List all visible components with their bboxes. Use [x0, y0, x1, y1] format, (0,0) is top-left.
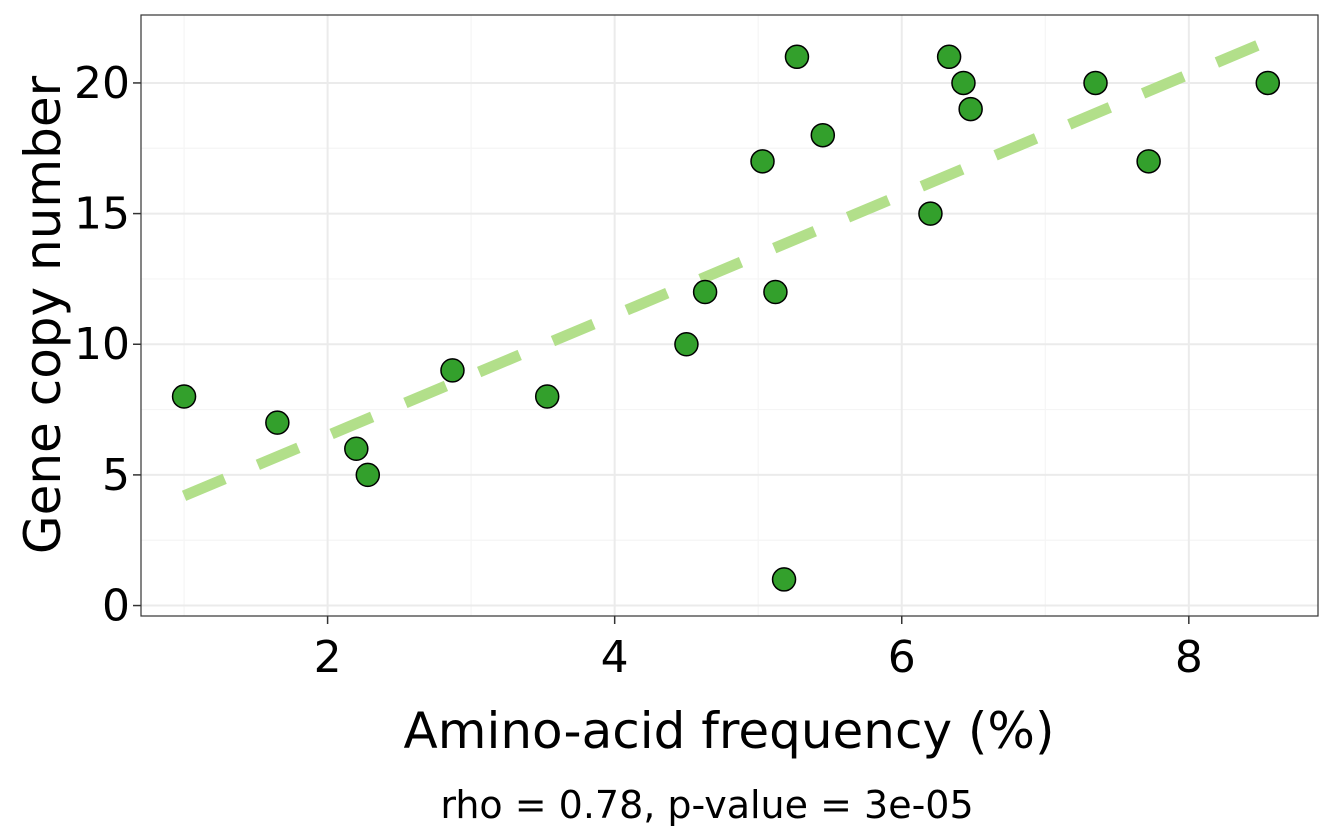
x-tick-label: 6	[888, 632, 916, 683]
y-tick-label: 0	[102, 581, 130, 632]
stats-caption: rho = 0.78, p-value = 3e-05	[440, 783, 973, 827]
x-tick-label: 4	[601, 632, 629, 683]
data-point	[958, 96, 983, 122]
data-point	[355, 462, 381, 488]
data-point	[1083, 70, 1108, 96]
y-tick-label: 10	[74, 319, 130, 370]
data-point	[918, 201, 943, 226]
trend-line	[181, 36, 1270, 501]
data-point	[674, 331, 699, 357]
data-point	[171, 384, 197, 409]
data-point	[763, 279, 788, 305]
data-point	[265, 410, 290, 435]
data-point	[440, 358, 465, 383]
data-point	[750, 149, 775, 174]
y-axis-title: Gene copy number	[14, 75, 72, 554]
data-point	[951, 70, 976, 96]
grid	[141, 15, 1318, 616]
trend-layer	[181, 36, 1270, 501]
data-point	[771, 567, 797, 592]
x-tick-label: 2	[314, 632, 342, 683]
points-layer	[171, 44, 1281, 592]
data-point	[344, 436, 369, 462]
data-point	[936, 44, 962, 70]
panel-border	[140, 14, 1319, 617]
data-point	[534, 384, 560, 409]
data-point	[1255, 70, 1281, 96]
y-axis-ticks: 0 5 10 15 20	[74, 58, 141, 632]
x-axis-title: Amino-acid frequency (%)	[404, 702, 1055, 760]
y-tick-label: 15	[74, 189, 130, 240]
x-axis-ticks: 2 4 6 8	[314, 616, 1203, 683]
x-tick-label: 8	[1175, 632, 1203, 683]
y-tick-label: 20	[74, 58, 130, 109]
y-tick-label: 5	[102, 450, 130, 501]
data-point	[1136, 149, 1161, 174]
data-point	[692, 279, 718, 305]
data-point	[810, 122, 836, 148]
data-point	[784, 44, 810, 70]
